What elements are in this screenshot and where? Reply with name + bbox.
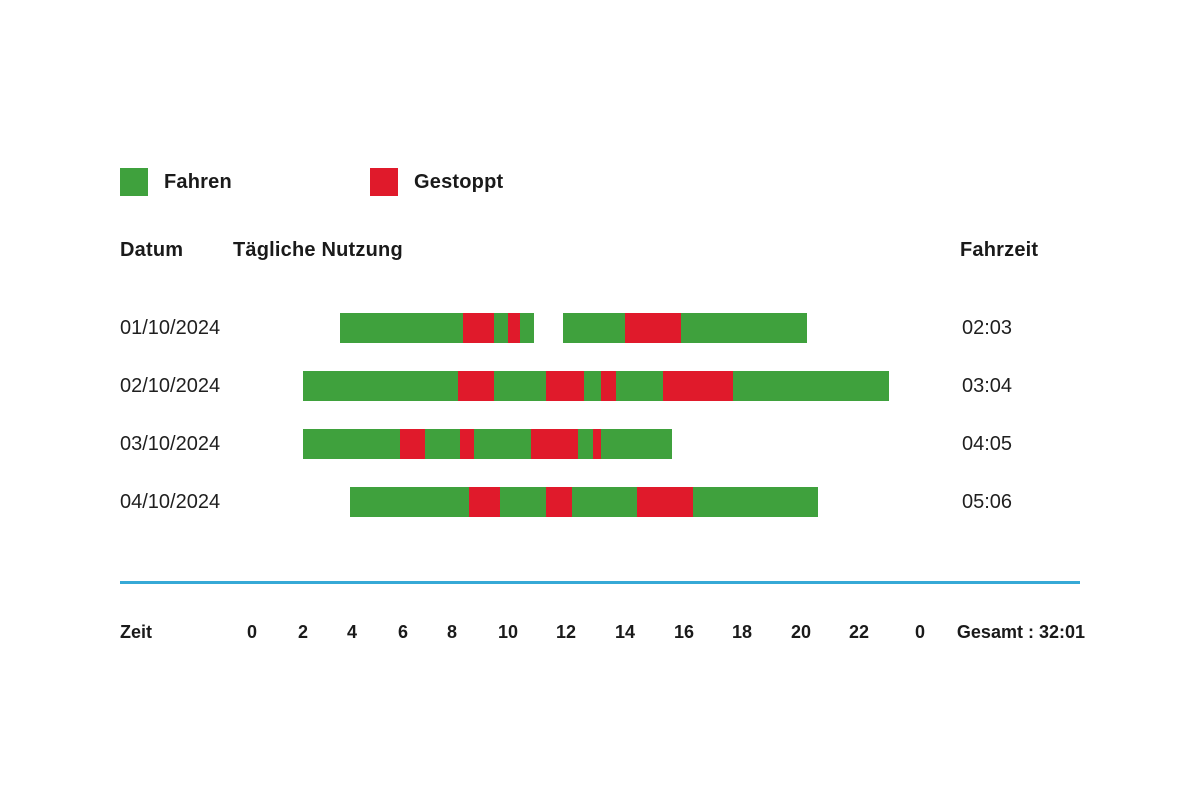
usage-segment-fahren [692, 487, 819, 517]
axis-tick: 2 [297, 622, 309, 642]
usage-segment-fahren [616, 371, 664, 401]
column-header-taegliche-nutzung: Tägliche Nutzung [233, 239, 403, 261]
axis-divider-line [120, 581, 1080, 584]
usage-segment-gestoppt [463, 313, 494, 343]
usage-segment-fahren [303, 371, 458, 401]
axis-tick: 22 [848, 622, 870, 642]
date-label: 01/10/2024 [120, 317, 221, 339]
drive-time-value: 04:05 [962, 433, 1013, 455]
usage-segment-fahren [499, 487, 546, 517]
legend-item-gestoppt: Gestoppt [370, 168, 503, 196]
usage-segment-gestoppt [545, 371, 584, 401]
usage-segment-fahren [474, 429, 532, 459]
usage-segment-fahren [339, 313, 464, 343]
usage-segment-fahren [571, 487, 637, 517]
usage-segment-fahren [494, 313, 508, 343]
axis-tick: 12 [555, 622, 577, 642]
total-drive-time: Gesamt : 32:01 [956, 622, 1085, 642]
axis-tick: 16 [673, 622, 695, 642]
usage-segment-fahren [601, 429, 673, 459]
usage-segment-fahren [583, 371, 602, 401]
usage-segment-gestoppt [663, 371, 734, 401]
drive-time-value: 05:06 [962, 491, 1013, 513]
usage-segment-gestoppt [460, 429, 475, 459]
usage-segment-gestoppt [508, 313, 520, 343]
usage-segment-gestoppt [592, 429, 602, 459]
usage-segment-fahren [425, 429, 461, 459]
axis-tick: 4 [346, 622, 358, 642]
legend-label-fahren: Fahren [164, 170, 232, 193]
column-header-fahrzeit: Fahrzeit [960, 239, 1039, 261]
usage-segment-fahren [563, 313, 625, 343]
legend-label-gestoppt: Gestoppt [414, 170, 504, 193]
date-label: 03/10/2024 [120, 433, 221, 455]
legend-item-fahren: Fahren [120, 168, 232, 196]
axis-tick: 14 [614, 622, 636, 642]
usage-segment-fahren [733, 371, 890, 401]
table-row: 01/10/2024 02:03 [0, 313, 1200, 343]
axis-label-zeit: Zeit [120, 622, 153, 642]
usage-segment-gestoppt [625, 313, 682, 343]
axis-tick: 18 [731, 622, 753, 642]
usage-segment-fahren [577, 429, 593, 459]
usage-segment-gestoppt [636, 487, 693, 517]
column-header-datum: Datum [120, 239, 184, 261]
fahren-color-swatch [120, 168, 148, 196]
usage-segment-fahren [303, 429, 401, 459]
gestoppt-color-swatch [370, 168, 398, 196]
time-axis: Zeit 0 2 4 6 8 10 12 14 16 18 20 22 0 Gesamt : 32:01 [0, 619, 1200, 645]
usage-segment-gestoppt [400, 429, 426, 459]
usage-segment-gestoppt [601, 371, 617, 401]
usage-segment-gestoppt [468, 487, 500, 517]
axis-tick: 0 [246, 622, 258, 642]
axis-tick: 10 [497, 622, 519, 642]
table-row: 04/10/2024 05:06 [0, 487, 1200, 517]
usage-segment-fahren [494, 371, 546, 401]
drive-time-value: 03:04 [962, 375, 1013, 397]
axis-tick: 0 [914, 622, 926, 642]
usage-segment-gestoppt [457, 371, 494, 401]
axis-tick: 20 [790, 622, 812, 642]
table-row: 03/10/2024 04:05 [0, 429, 1200, 459]
usage-segment-fahren [681, 313, 807, 343]
axis-tick: 6 [397, 622, 409, 642]
table-row: 02/10/2024 03:04 [0, 371, 1200, 401]
usage-segment-gestoppt [545, 487, 572, 517]
date-label: 04/10/2024 [120, 491, 221, 513]
axis-tick: 8 [446, 622, 458, 642]
usage-segment-gestoppt [531, 429, 578, 459]
usage-segment-fahren [519, 313, 535, 343]
drive-time-value: 02:03 [962, 317, 1013, 339]
date-label: 02/10/2024 [120, 375, 221, 397]
usage-segment-fahren [349, 487, 469, 517]
